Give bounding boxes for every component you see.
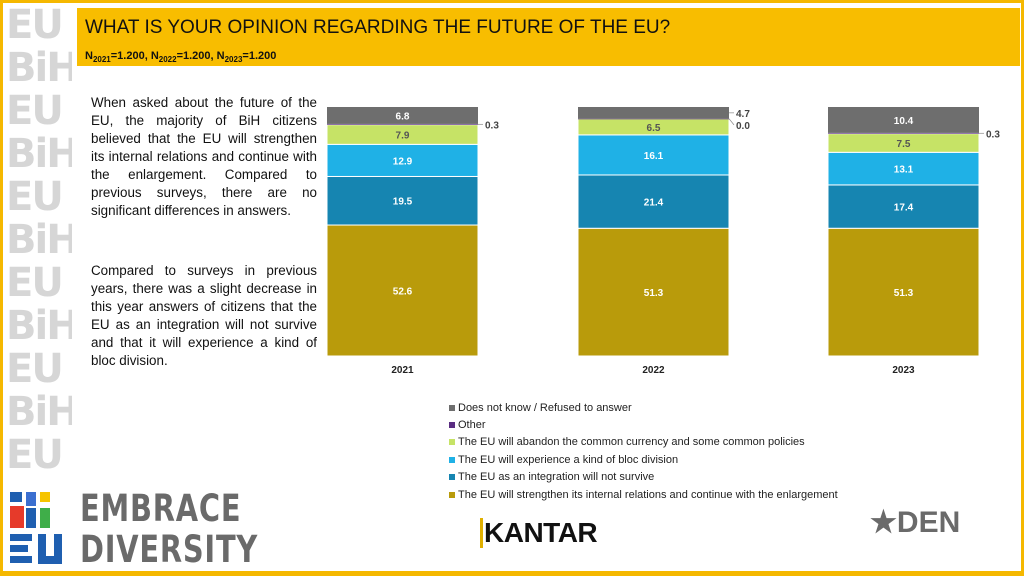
data-label: 6.5 (647, 123, 661, 134)
bar-segment (827, 151, 980, 186)
legend-swatch (449, 404, 455, 411)
stacked-bar-chart: 52.6 19.5 12.9 7.9 6.8 0.3 2021 51.3 21.4 16.1 6.5… (326, 107, 1000, 376)
data-label: 0.0 (736, 121, 750, 132)
data-label: 4.7 (736, 109, 750, 120)
summary-paragraph-2: Compared to surveys in previous years, t… (91, 263, 317, 368)
x-tick-label: 2022 (642, 365, 665, 376)
bar-segment (578, 107, 729, 119)
data-label: 17.4 (894, 203, 914, 214)
embrace-eu-logo-mark (10, 492, 62, 564)
data-label: 7.5 (897, 139, 911, 150)
den-logo: ★DEN (870, 506, 961, 539)
data-label: 13.1 (894, 165, 914, 176)
legend-label: The EU will experience a kind of bloc di… (458, 453, 679, 466)
legend-swatch (449, 439, 455, 446)
legend-item: The EU will strengthen its internal rela… (449, 486, 838, 503)
x-tick-label: 2021 (391, 365, 414, 376)
page-title: WHAT IS YOUR OPINION REGARDING THE FUTUR… (85, 17, 671, 38)
data-label: 12.9 (393, 156, 413, 167)
kantar-logo: KANTAR (480, 518, 598, 548)
data-label: 10.4 (894, 116, 914, 127)
bar-segment (828, 132, 979, 134)
data-label: 7.9 (396, 131, 410, 142)
bar-segment (326, 175, 479, 226)
chart-legend: Does not know / Refused to answer Other Th… (449, 399, 838, 503)
legend-item: The EU will experience a kind of bloc di… (449, 451, 838, 468)
legend-item: Other (449, 416, 838, 433)
eu-bih-pattern: EU BiH EU BiH EU BiH EU BiH EU BiH EU (6, 4, 72, 478)
data-label: 16.1 (644, 151, 664, 162)
legend-label: Other (458, 419, 486, 432)
legend-label: The EU as an integration will not surviv… (458, 471, 655, 484)
bar-segment (578, 118, 729, 120)
legend-item: The EU will abandon the common currency … (449, 434, 838, 451)
legend-swatch (449, 491, 455, 498)
embrace-diversity-logo: EMBRACE DIVERSITY (80, 487, 259, 571)
data-label: 51.3 (644, 288, 664, 299)
bar-segment (327, 123, 478, 125)
legend-swatch (449, 456, 455, 463)
bar-segment (327, 107, 478, 124)
legend-label: The EU will strengthen its internal rela… (458, 488, 838, 501)
legend-item: The EU as an integration will not surviv… (449, 469, 838, 486)
x-tick-label: 2023 (892, 365, 915, 376)
legend-swatch (449, 422, 455, 429)
data-label: 0.3 (986, 129, 1000, 140)
summary-paragraph-1: When asked about the future of the EU, t… (91, 95, 317, 218)
bar-segment (577, 134, 730, 176)
legend-item: Does not know / Refused to answer (449, 399, 838, 416)
legend-swatch (449, 474, 455, 481)
legend-label: Does not know / Refused to answer (458, 401, 632, 414)
bar-segment (827, 227, 980, 357)
bar-segment (326, 124, 479, 145)
data-label: 52.6 (393, 287, 413, 298)
label-leader-line (728, 118, 735, 126)
sample-size: N2021=1.200, N2022=1.200, N2023=1.200 (85, 50, 277, 65)
bar-segment (577, 227, 730, 357)
legend-label: The EU will abandon the common currency … (458, 436, 805, 449)
data-label: 0.3 (485, 120, 499, 131)
data-label: 51.3 (894, 288, 914, 299)
bar-segment (827, 133, 980, 153)
bar-segment (828, 107, 979, 133)
bar-segment (577, 174, 730, 229)
data-label: 19.5 (393, 197, 413, 208)
bar-segment (827, 184, 980, 229)
header-band: WHAT IS YOUR OPINION REGARDING THE FUTUR… (77, 8, 1020, 66)
data-label: 6.8 (396, 111, 410, 122)
data-label: 21.4 (644, 198, 664, 209)
